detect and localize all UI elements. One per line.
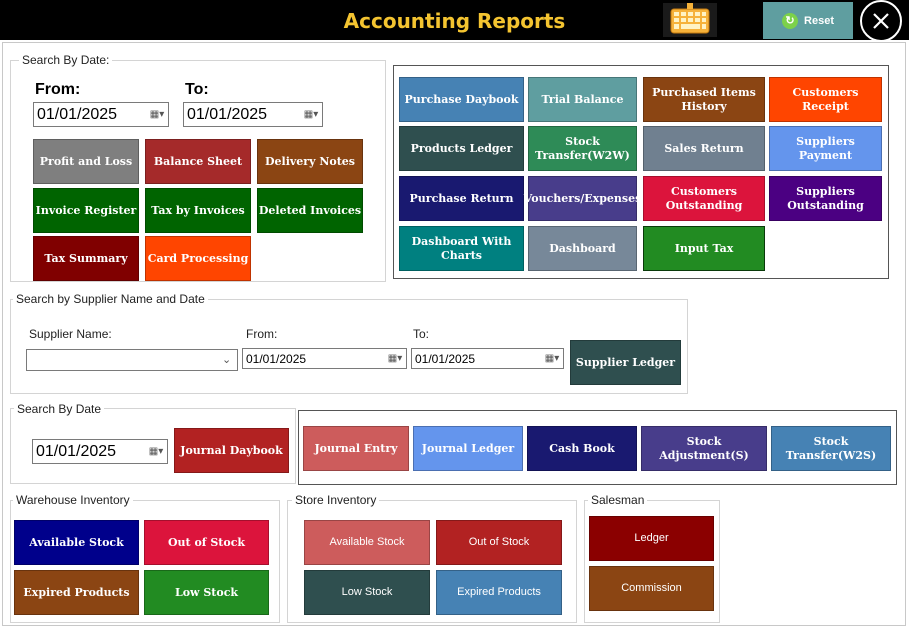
- card-processing-button[interactable]: Card Processing: [145, 236, 251, 281]
- to-date-value: 01/01/2025: [187, 105, 268, 123]
- to-label: To:: [185, 81, 209, 98]
- suppliers-payment-button[interactable]: Suppliers Payment: [769, 126, 882, 171]
- main-panel: [2, 42, 906, 626]
- warehouse-inventory-label: Warehouse Inventory: [13, 493, 133, 507]
- supplier-from-label: From:: [246, 327, 278, 341]
- reset-label: Reset: [804, 14, 834, 27]
- chevron-down-icon[interactable]: ⌄: [222, 354, 232, 366]
- journal-daybook-button[interactable]: Journal Daybook: [174, 428, 289, 473]
- trial-balance-button[interactable]: Trial Balance: [528, 77, 637, 122]
- stock-adjustment-button[interactable]: Stock Adjustment(S): [641, 426, 767, 471]
- sales-return-button[interactable]: Sales Return: [643, 126, 765, 171]
- customers-outstanding-button[interactable]: Customers Outstanding: [643, 176, 765, 221]
- page-title: Accounting Reports: [343, 9, 566, 33]
- store-inventory-label: Store Inventory: [292, 493, 380, 507]
- tax-summary-button[interactable]: Tax Summary: [33, 236, 139, 281]
- keyboard-button[interactable]: [663, 3, 717, 37]
- supplier-ledger-button[interactable]: Supplier Ledger: [570, 340, 681, 385]
- store-available-stock-button[interactable]: Available Stock: [304, 520, 430, 565]
- supplier-name-combobox[interactable]: [26, 349, 238, 371]
- from-label: From:: [35, 81, 81, 98]
- purchased-items-history-button[interactable]: Purchased Items History: [643, 77, 765, 122]
- warehouse-low-stock-button[interactable]: Low Stock: [144, 570, 269, 615]
- dashboard-button[interactable]: Dashboard: [528, 226, 637, 271]
- stock-transfer-w2s-button[interactable]: Stock Transfer(W2S): [771, 426, 891, 471]
- store-low-stock-button[interactable]: Low Stock: [304, 570, 430, 615]
- stock-transfer-w2w-button[interactable]: Stock Transfer(W2W): [528, 126, 637, 171]
- calendar-dropdown-icon[interactable]: ▦▾: [148, 446, 164, 457]
- journal-date-value: 01/01/2025: [36, 442, 117, 460]
- reset-button[interactable]: ↻ Reset: [763, 2, 853, 39]
- vouchers-expenses-button[interactable]: Vouchers/Expenses: [524, 176, 641, 221]
- customers-receipt-button[interactable]: Customers Receipt: [769, 77, 882, 122]
- journal-buttons-group: [298, 410, 897, 485]
- salesman-ledger-button[interactable]: Ledger: [589, 516, 714, 561]
- close-icon: [873, 13, 889, 29]
- journal-search-group: [10, 408, 296, 484]
- supplier-to-label: To:: [413, 327, 430, 341]
- tax-by-invoices-button[interactable]: Tax by Invoices: [145, 188, 251, 233]
- store-out-of-stock-button[interactable]: Out of Stock: [436, 520, 562, 565]
- deleted-invoices-button[interactable]: Deleted Invoices: [257, 188, 363, 233]
- salesman-group: [584, 500, 720, 623]
- cash-book-button[interactable]: Cash Book: [527, 426, 637, 471]
- store-expired-products-button[interactable]: Expired Products: [436, 570, 562, 615]
- supplier-to-date-value: 01/01/2025: [415, 351, 476, 366]
- calendar-dropdown-icon[interactable]: ▦▾: [303, 109, 319, 120]
- journal-date-picker[interactable]: 01/01/2025 ▦▾: [32, 439, 168, 464]
- warehouse-inventory-group: [10, 500, 280, 623]
- supplier-from-date-picker[interactable]: 01/01/2025 ▦▾: [242, 348, 407, 369]
- balance-sheet-button[interactable]: Balance Sheet: [145, 139, 251, 184]
- reports-grid-group: [393, 65, 889, 279]
- warehouse-available-stock-button[interactable]: Available Stock: [14, 520, 139, 565]
- from-date-value: 01/01/2025: [37, 105, 118, 123]
- dashboard-with-charts-button[interactable]: Dashboard With Charts: [399, 226, 524, 271]
- purchase-daybook-button[interactable]: Purchase Daybook: [399, 77, 524, 122]
- salesman-label: Salesman: [588, 493, 648, 507]
- journal-ledger-button[interactable]: Journal Ledger: [413, 426, 523, 471]
- store-inventory-group: [287, 500, 577, 623]
- supplier-name-label: Supplier Name:: [29, 327, 112, 341]
- calendar-dropdown-icon[interactable]: ▦▾: [149, 109, 165, 120]
- refresh-icon: ↻: [782, 12, 799, 29]
- salesman-commission-button[interactable]: Commission: [589, 566, 714, 611]
- search-by-date-label: Search By Date:: [19, 53, 113, 67]
- from-date-picker[interactable]: 01/01/2025 ▦▾: [33, 102, 169, 127]
- close-button[interactable]: [860, 0, 902, 42]
- calendar-dropdown-icon[interactable]: ▦▾: [387, 353, 403, 364]
- invoice-register-button[interactable]: Invoice Register: [33, 188, 139, 233]
- purchase-return-button[interactable]: Purchase Return: [399, 176, 524, 221]
- to-date-picker[interactable]: 01/01/2025 ▦▾: [183, 102, 323, 127]
- supplier-from-date-value: 01/01/2025: [246, 351, 307, 366]
- supplier-search-group: [10, 299, 688, 394]
- search-by-date-group: [10, 60, 386, 282]
- products-ledger-button[interactable]: Products Ledger: [399, 126, 524, 171]
- warehouse-out-of-stock-button[interactable]: Out of Stock: [144, 520, 269, 565]
- input-tax-button[interactable]: Input Tax: [643, 226, 765, 271]
- suppliers-outstanding-button[interactable]: Suppliers Outstanding: [769, 176, 882, 221]
- journal-search-label: Search By Date: [14, 402, 105, 416]
- profit-and-loss-button[interactable]: Profit and Loss: [33, 139, 139, 184]
- title-bar: [0, 0, 909, 40]
- warehouse-expired-products-button[interactable]: Expired Products: [14, 570, 139, 615]
- keyboard-icon: [670, 3, 710, 34]
- calendar-dropdown-icon[interactable]: ▦▾: [544, 353, 560, 364]
- supplier-to-date-picker[interactable]: 01/01/2025 ▦▾: [411, 348, 564, 369]
- journal-entry-button[interactable]: Journal Entry: [303, 426, 409, 471]
- supplier-search-label: Search by Supplier Name and Date: [13, 292, 208, 306]
- delivery-notes-button[interactable]: Delivery Notes: [257, 139, 363, 184]
